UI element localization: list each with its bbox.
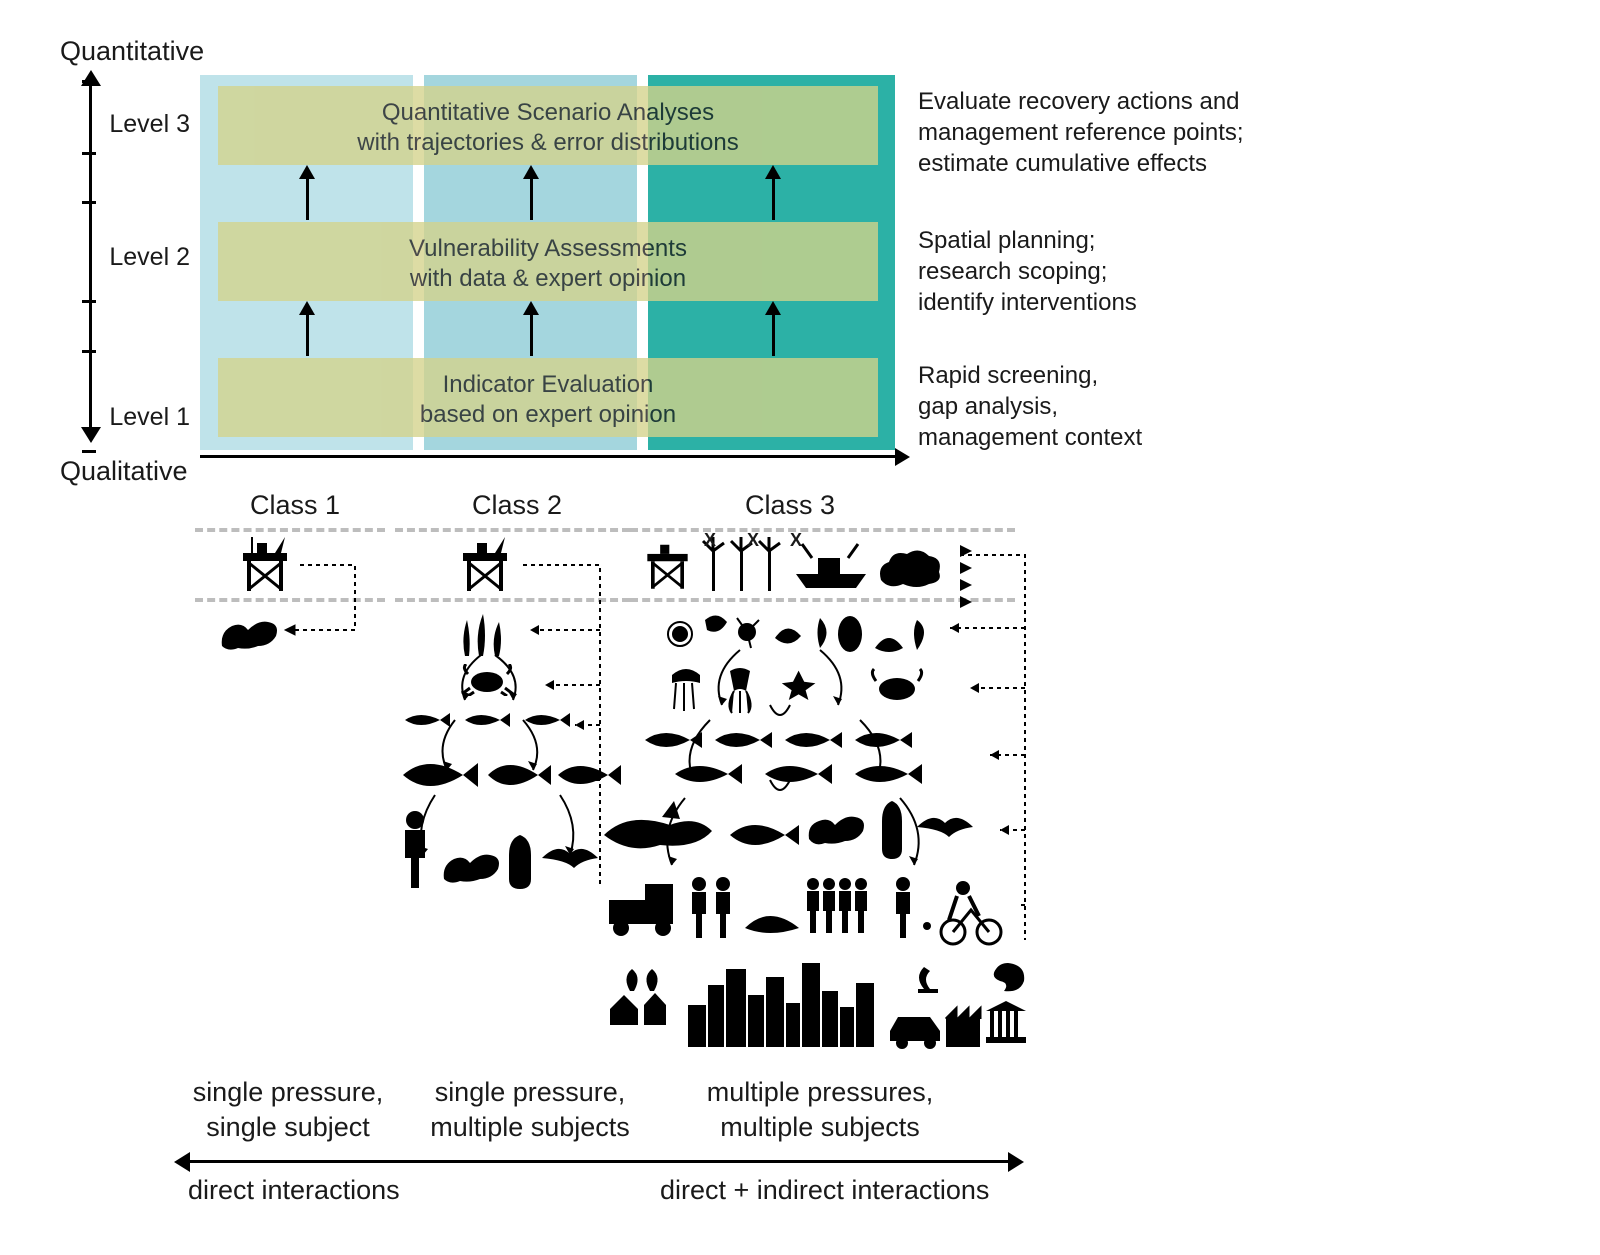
arrow-c1-l2-l3 — [306, 176, 309, 220]
overlay-level-3-line2: with trajectories & error distributions — [218, 128, 878, 158]
overlay-level-2-line2: with data & expert opinion — [218, 264, 878, 294]
arrow-c3-l1-l2 — [772, 312, 775, 356]
overlay-level-2: Vulnerability Assessments with data & ex… — [218, 222, 878, 301]
links-c2 — [395, 535, 635, 905]
note-level-1: Rapid screening, gap analysis, managemen… — [918, 360, 1288, 454]
note-l2-line1: Spatial planning; — [918, 227, 1095, 254]
caption-c3: multiple pressures, multiple subjects — [690, 1075, 950, 1145]
class-2-label: Class 2 — [472, 490, 562, 521]
overlay-level-1: Indicator Evaluation based on expert opi… — [218, 358, 878, 437]
y-tick — [82, 201, 96, 204]
y-tick — [82, 300, 96, 303]
y-axis-bottom-label: Qualitative — [60, 456, 188, 487]
links-c3 — [630, 530, 1040, 1060]
grid-x-axis — [200, 455, 897, 458]
note-level-2: Spatial planning; research scoping; iden… — [918, 225, 1288, 319]
level-3-label: Level 3 — [100, 110, 190, 139]
caption-c1: single pressure, single subject — [188, 1075, 388, 1145]
caption-c2-l2: multiple subjects — [430, 1112, 630, 1142]
y-tick — [82, 450, 96, 453]
caption-c1-l2: single subject — [206, 1112, 370, 1142]
diagram-root: Quantitative Qualitative Level 3 Level 2… — [0, 0, 1600, 1255]
y-axis-top-label: Quantitative — [60, 36, 204, 67]
dash-c1-top — [195, 528, 385, 532]
caption-c2-l1: single pressure, — [435, 1077, 626, 1107]
y-tick — [82, 350, 96, 353]
note-l1-line1: Rapid screening, — [918, 362, 1098, 389]
caption-c3-l2: multiple subjects — [720, 1112, 920, 1142]
note-l3-line1: Evaluate recovery actions and — [918, 88, 1240, 115]
note-l3-line2: management reference points; — [918, 119, 1244, 146]
note-level-3: Evaluate recovery actions and management… — [918, 86, 1288, 180]
bottom-axis-right-label: direct + indirect interactions — [660, 1175, 989, 1206]
overlay-level-3-line1: Quantitative Scenario Analyses — [218, 98, 878, 128]
caption-c2: single pressure, multiple subjects — [420, 1075, 640, 1145]
overlay-level-2-line1: Vulnerability Assessments — [218, 234, 878, 264]
caption-c1-l1: single pressure, — [193, 1077, 384, 1107]
y-axis-line — [89, 83, 92, 430]
arrow-c2-l2-l3 — [530, 176, 533, 220]
level-1-label: Level 1 — [100, 403, 190, 432]
dash-c2-top — [395, 528, 630, 532]
note-l1-line2: gap analysis, — [918, 393, 1058, 420]
overlay-level-3: Quantitative Scenario Analyses with traj… — [218, 86, 878, 165]
y-tick — [82, 80, 96, 83]
class-3-label: Class 3 — [745, 490, 835, 521]
arrow-c2-l1-l2 — [530, 312, 533, 356]
overlay-level-1-line2: based on expert opinion — [218, 400, 878, 430]
level-2-label: Level 2 — [100, 243, 190, 272]
note-l2-line3: identify interventions — [918, 289, 1137, 316]
note-l3-line3: estimate cumulative effects — [918, 150, 1207, 177]
caption-c3-l1: multiple pressures, — [707, 1077, 934, 1107]
dotted-link-c1 — [215, 535, 385, 655]
bottom-axis-line — [188, 1160, 1010, 1163]
class-1-label: Class 1 — [250, 490, 340, 521]
overlay-level-1-line1: Indicator Evaluation — [218, 370, 878, 400]
y-tick — [82, 152, 96, 155]
bottom-axis-left-label: direct interactions — [188, 1175, 400, 1206]
note-l2-line2: research scoping; — [918, 258, 1107, 285]
arrow-c3-l2-l3 — [772, 176, 775, 220]
note-l1-line3: management context — [918, 424, 1142, 451]
arrow-c1-l1-l2 — [306, 312, 309, 356]
